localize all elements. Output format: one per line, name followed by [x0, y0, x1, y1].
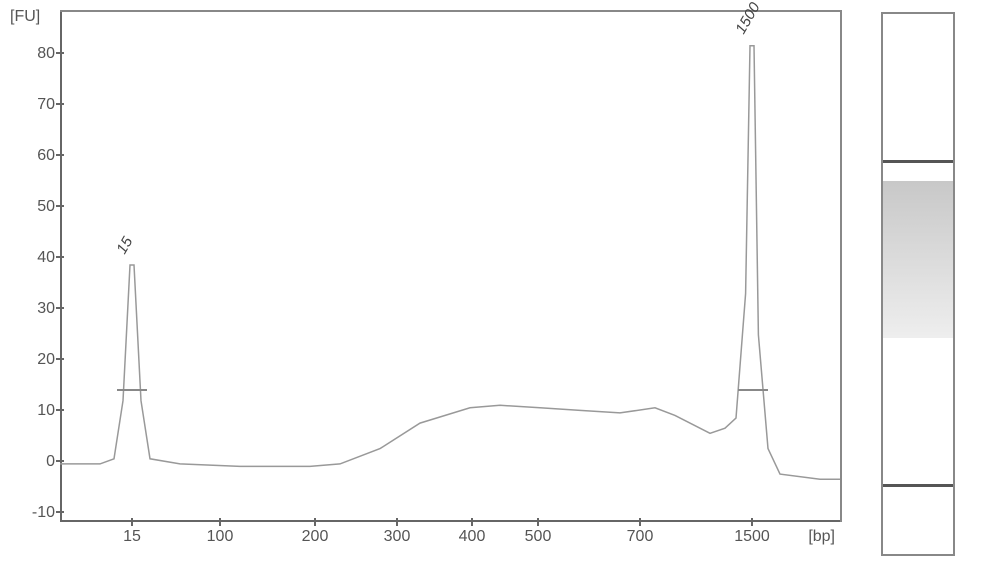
peak-marker-15	[117, 389, 147, 391]
x-tick-label: 400	[459, 528, 486, 546]
peak-marker-1500	[738, 389, 768, 391]
y-tick-label: 20	[15, 351, 55, 369]
figure-container: [FU] [bp] -10 0 10 20 30 40 50 60 70 80 …	[0, 0, 1000, 582]
gel-smear	[883, 181, 953, 338]
y-tick-label: 50	[15, 198, 55, 216]
x-tick-label: 300	[384, 528, 411, 546]
gel-band-upper	[883, 160, 953, 163]
y-tick-label: 30	[15, 300, 55, 318]
x-tick-label: 15	[123, 528, 141, 546]
electropherogram-trace	[60, 10, 840, 520]
x-tick-label: 100	[207, 528, 234, 546]
y-tick-label: 10	[15, 402, 55, 420]
x-tick-label: 1500	[734, 528, 770, 546]
y-tick-label: 0	[15, 453, 55, 471]
x-tick-label: 500	[525, 528, 552, 546]
y-tick-label: 40	[15, 249, 55, 267]
gel-band-lower	[883, 484, 953, 487]
x-tick-label: 200	[302, 528, 329, 546]
gel-lane	[881, 12, 955, 556]
y-axis-unit: [FU]	[10, 8, 40, 26]
x-tick-label: 700	[627, 528, 654, 546]
x-axis-unit: [bp]	[808, 528, 835, 546]
y-tick-label: 70	[15, 96, 55, 114]
y-tick-label: 60	[15, 147, 55, 165]
y-tick-label: 80	[15, 45, 55, 63]
y-tick-label: -10	[15, 504, 55, 522]
